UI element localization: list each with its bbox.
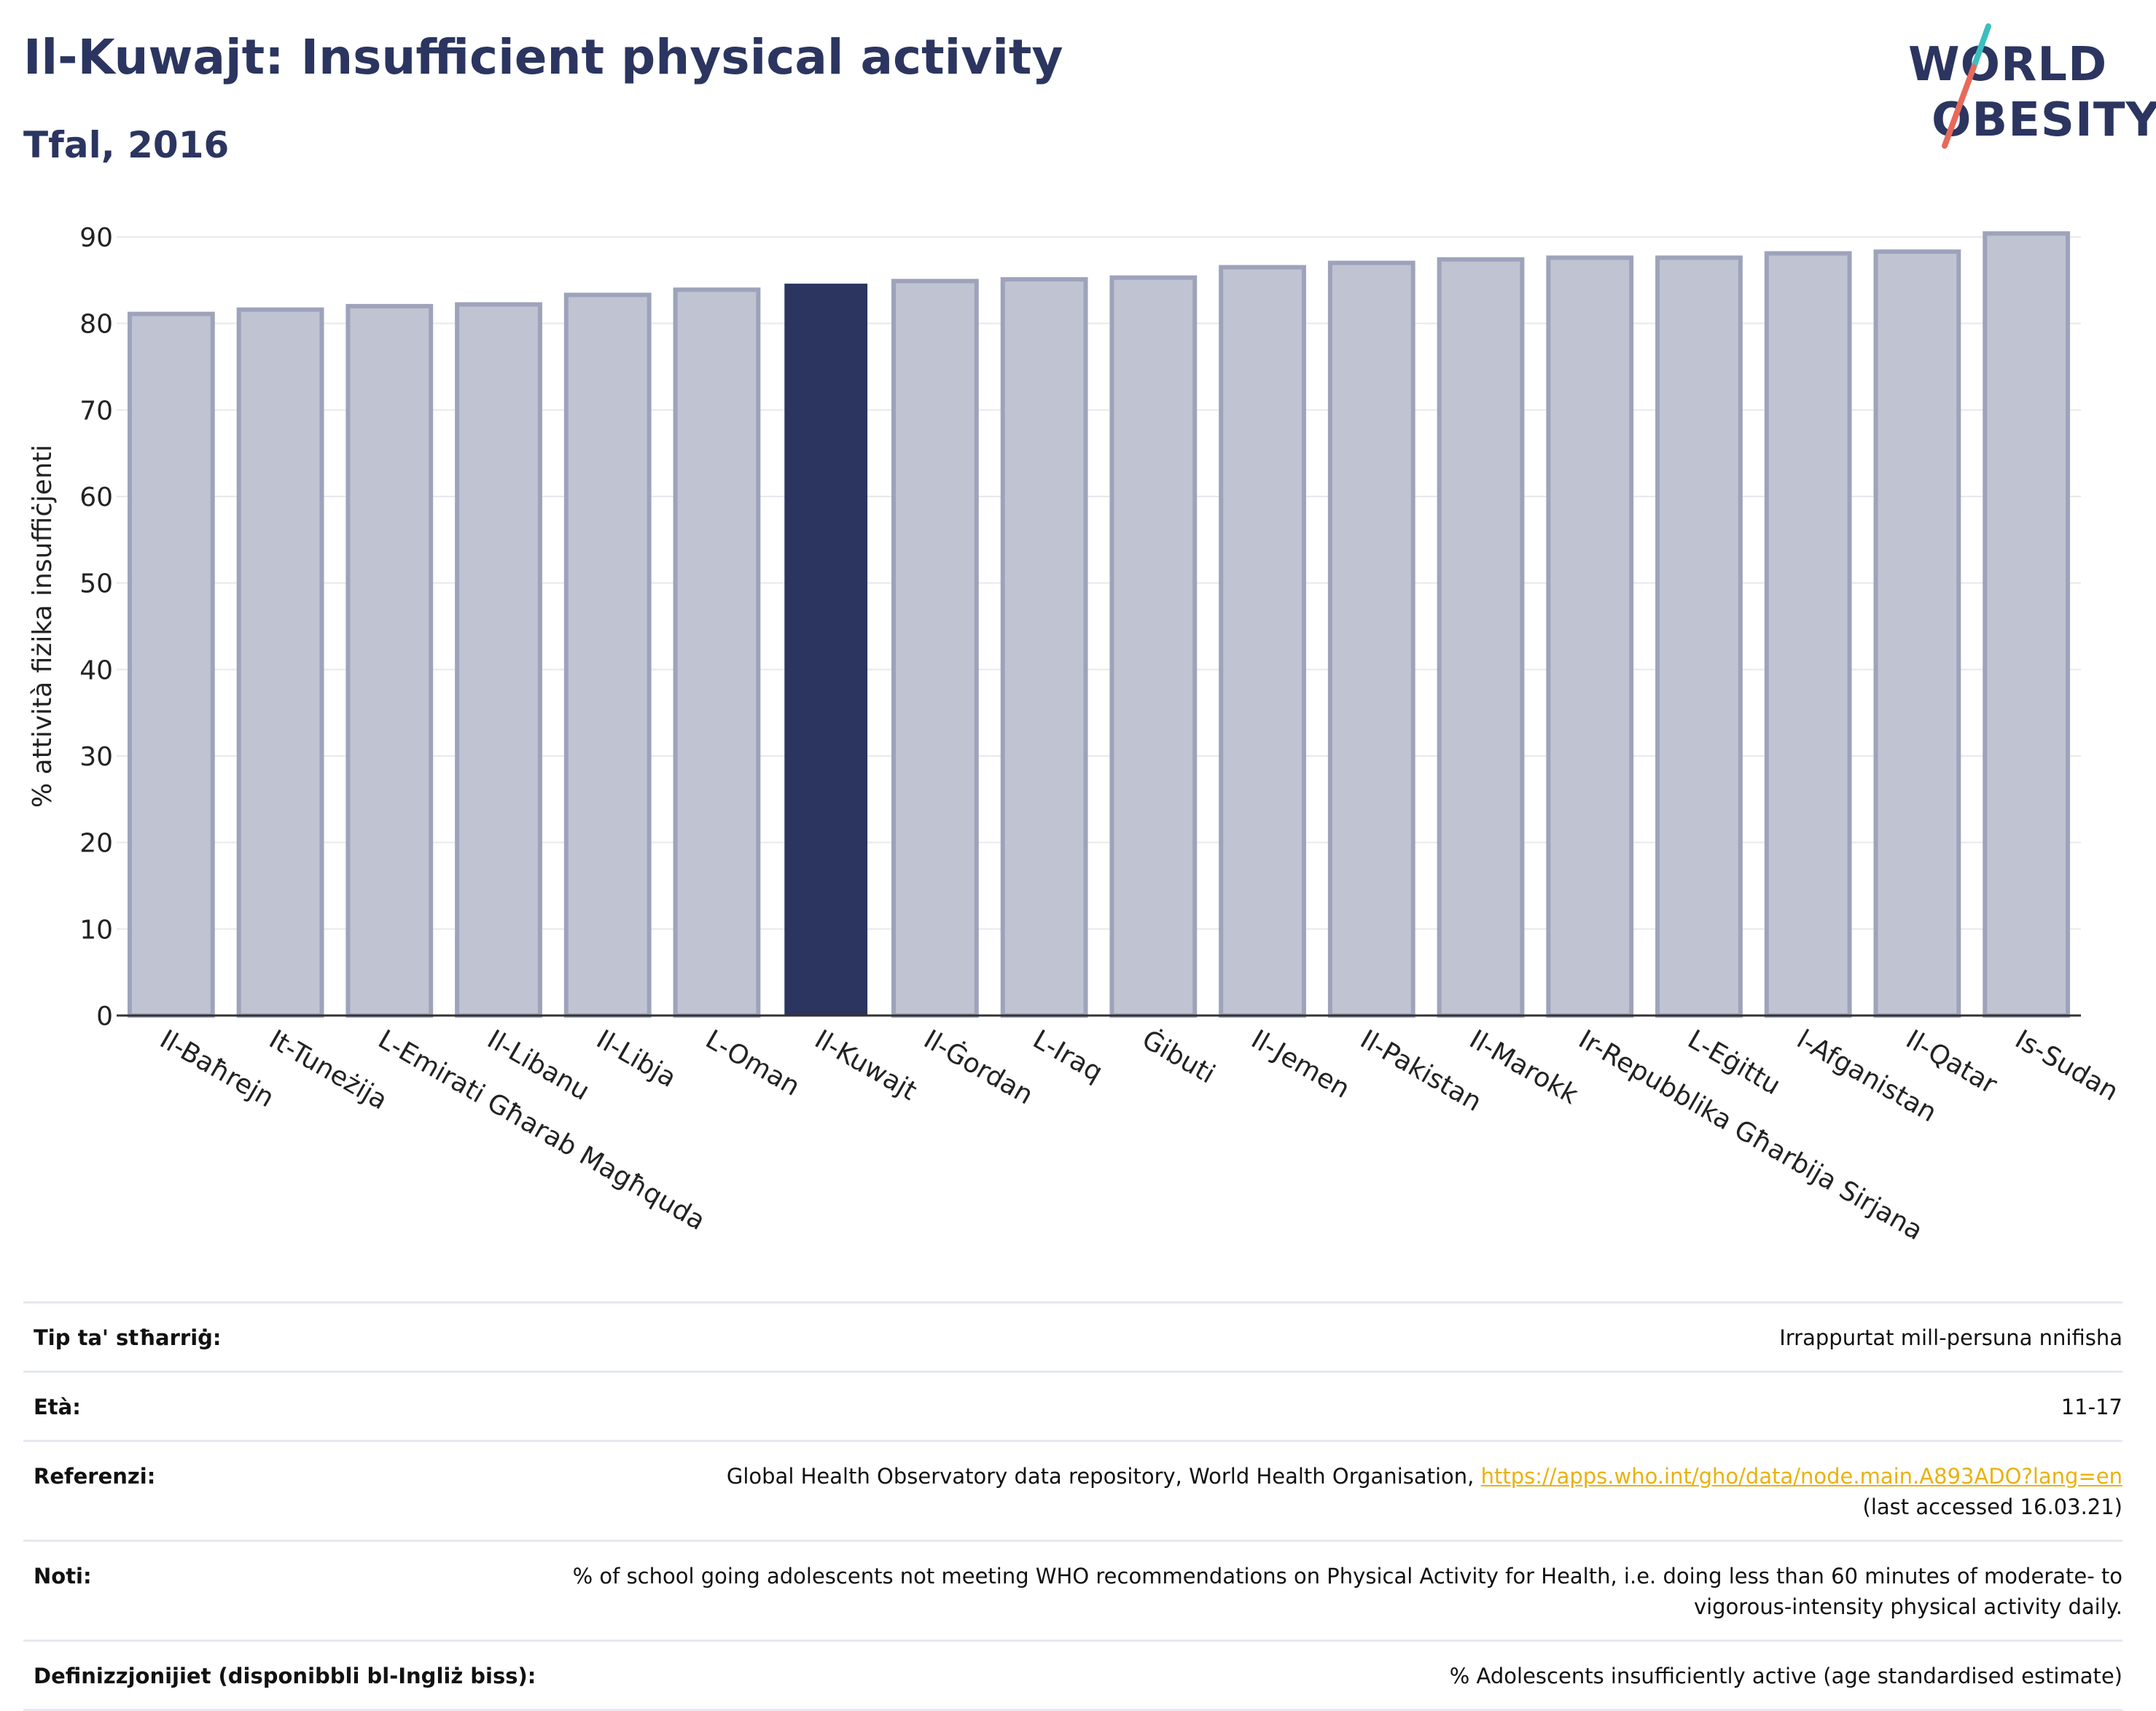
info-row: Età: 11-17 [23,1371,2122,1441]
info-label: Tip ta' stħarriġ: [23,1301,544,1372]
y-tick-label: 0 [96,1002,113,1032]
bar [1546,255,1634,1018]
chart-subtitle: Tfal, 2016 [23,124,230,166]
logo-text-obesity: OBESITY [1932,93,2156,147]
bar [1655,255,1743,1018]
x-tick-label: Il-Baħrejn [155,1024,278,1113]
x-tick-label: Il-Kuwajt [810,1024,922,1106]
bar [1219,265,1306,1018]
y-tick-label: 20 [79,829,113,859]
logo-text-world: WORLD [1908,38,2108,92]
bar [1327,260,1415,1018]
bar [1873,249,1961,1018]
y-tick-label: 40 [79,655,113,685]
bar [1764,251,1852,1018]
bar [673,287,761,1018]
y-tick-label: 30 [79,742,113,772]
info-table: Tip ta' stħarriġ: Irrappurtat mill-persun… [23,1301,2122,1711]
y-tick-label: 10 [79,915,113,945]
y-axis-label: % attività fiżika insuffiċjenti [28,445,58,808]
bar [127,311,215,1018]
x-tick-label: Il-Pakistan [1355,1024,1486,1118]
info-value-text: Global Health Observatory data repositor… [726,1464,1481,1489]
info-value: Irrappurtat mill-persuna nnifisha [544,1301,2122,1372]
bar-highlighted [784,284,868,1016]
info-row: Tip ta' stħarriġ: Irrappurtat mill-persun… [23,1301,2122,1372]
bar [891,278,979,1018]
chart-title: Il-Kuwajt: Insufficient physical activit… [23,29,1063,85]
logo-slash-icon [1942,23,1991,149]
x-tick-label: L-Iraq [1028,1024,1107,1088]
reference-link[interactable]: https://apps.who.int/gho/data/node.main.… [1480,1464,2122,1489]
info-value-text: % Adolescents insufficiently active (age… [1449,1664,2122,1688]
bar [1437,257,1525,1018]
info-row: Referenzi: Global Health Observatory data… [23,1440,2122,1541]
info-value-note: (last accessed 16.03.21) [1862,1494,2122,1519]
gridlines [117,236,2081,930]
bar-chart: 0 10 20 30 40 50 60 70 80 90 Il-BaħrejnIt-Tuneżija… [28,223,2123,1247]
x-tick-label: L-Oman [700,1024,805,1102]
info-value: % of school going adolescents not meetin… [544,1540,2122,1641]
info-label: Referenzi: [23,1440,544,1541]
info-value-text: 11-17 [2061,1395,2122,1419]
logo-slash-top [1971,23,1991,70]
bar [345,303,434,1018]
info-label: Età: [23,1371,544,1441]
x-tick-label: Il-Jemen [1246,1024,1355,1104]
y-tick-label: 50 [79,569,113,599]
bar [236,307,324,1018]
info-value-text: % of school going adolescents not meetin… [572,1564,2122,1619]
bar [1000,277,1088,1018]
y-tick-label: 70 [79,396,113,426]
bar [455,302,542,1018]
info-row: Definizzjonijiet (disponibbli bl-Ingliż … [23,1640,2122,1711]
x-tick-label: It-Tuneżija [264,1024,392,1115]
x-tick-label: Ġibuti [1137,1024,1220,1089]
world-obesity-logo: WORLD OBESITY [1902,22,2156,160]
bars [127,231,2071,1018]
info-value: % Adolescents insufficiently active (age… [544,1640,2122,1711]
y-tick-label: 60 [79,483,113,512]
x-tick-label: Il-Ġordan [918,1024,1038,1110]
x-tick-label: Is-Sudan [2010,1024,2123,1107]
info-value-text: Irrappurtat mill-persuna nnifisha [1779,1325,2122,1350]
logo-slash-bottom [1942,64,1977,149]
y-tick-label: 90 [79,223,113,253]
info-value: Global Health Observatory data repositor… [544,1440,2122,1541]
bar [1109,275,1198,1018]
info-row: Noti: % of school going adolescents not m… [23,1540,2122,1641]
y-tick-label: 80 [79,310,113,340]
x-tick-label: Il-Libja [591,1024,681,1094]
info-label: Definizzjonijiet (disponibbli bl-Ingliż … [23,1640,544,1711]
info-value: 11-17 [544,1371,2122,1441]
info-label: Noti: [23,1540,544,1641]
bar [1983,231,2071,1018]
bar [563,292,652,1018]
